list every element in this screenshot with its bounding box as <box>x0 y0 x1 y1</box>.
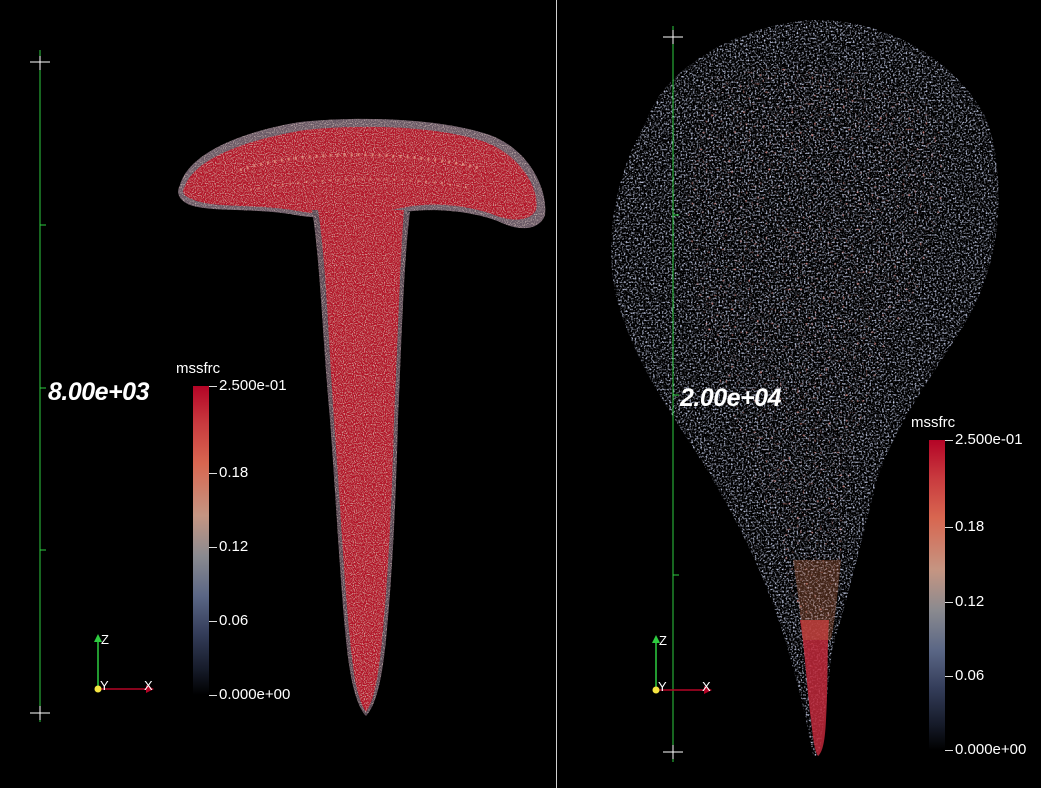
left-orientation-axes: Z Y X <box>88 630 168 700</box>
right-colorbar-min: 0.000e+00 <box>955 741 1027 758</box>
left-colorbar-title: mssfrc <box>176 360 221 377</box>
left-colorbar-max: 2.500e-01 <box>219 377 287 394</box>
left-axis-z-label: Z <box>101 632 109 647</box>
right-ruler-ticks <box>663 26 683 762</box>
right-axis-y-label: Y <box>658 679 667 694</box>
left-colorbar-tick-1: 0.18 <box>219 464 249 481</box>
left-render-view[interactable]: 8.00e+03 mssfrc 2.500e-01 0.18 0.12 0.06… <box>0 0 556 788</box>
right-colorbar-gradient <box>929 440 945 750</box>
right-colorbar-tick-1: 0.18 <box>955 518 985 535</box>
left-axis-y-label: Y <box>100 678 109 693</box>
left-plume-render <box>178 118 546 716</box>
left-colorbar-gradient <box>193 386 209 695</box>
right-colorbar-max: 2.500e-01 <box>955 431 1023 448</box>
right-ruler-label: 2.00e+04 <box>680 384 781 412</box>
left-colorbar-min: 0.000e+00 <box>219 686 291 703</box>
left-ruler-axis <box>30 50 50 722</box>
left-colorbar-tick-2: 0.12 <box>219 538 249 555</box>
right-orientation-axes: Z Y X <box>646 631 726 701</box>
right-axis-z-label: Z <box>659 633 667 648</box>
right-axis-x-label: X <box>702 679 711 694</box>
right-colorbar-tick-3: 0.06 <box>955 667 985 684</box>
left-ruler-label: 8.00e+03 <box>48 378 149 406</box>
viewport-divider[interactable] <box>556 0 557 788</box>
right-plume-render <box>611 20 999 756</box>
right-render-view[interactable]: 2.00e+04 mssfrc 2.500e-01 0.18 0.12 0.06… <box>557 0 1041 788</box>
right-colorbar-tick-2: 0.12 <box>955 593 985 610</box>
right-colorbar-title: mssfrc <box>911 414 956 431</box>
left-axis-x-label: X <box>144 678 153 693</box>
left-colorbar-tick-3: 0.06 <box>219 612 249 629</box>
